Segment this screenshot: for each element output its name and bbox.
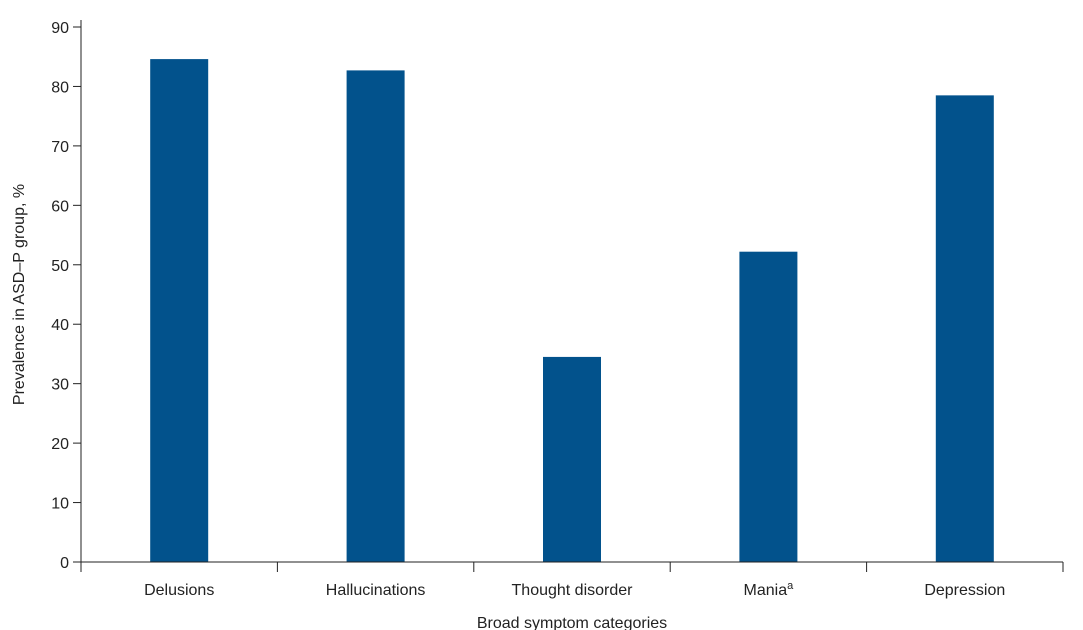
y-tick-label: 50	[51, 258, 69, 275]
y-tick-label: 60	[51, 198, 69, 215]
x-tick-label: Depression	[924, 582, 1005, 599]
bar	[543, 356, 601, 562]
y-ticks-group: 0 10 20 30 40 50 60 70 80 90	[51, 20, 81, 572]
x-tick-label: Thought disorder	[512, 582, 634, 599]
y-tick-label: 30	[51, 377, 69, 394]
bar	[739, 251, 798, 562]
y-tick-label: 10	[51, 496, 69, 513]
x-tick-label: Maniaa	[744, 580, 795, 599]
y-tick-label: 0	[60, 555, 69, 572]
bar	[150, 59, 209, 562]
x-ticks-group: Delusions Hallucinations Thought disorder M…	[80, 562, 1064, 599]
y-axis-title: Prevalence in ASD–P group, %	[11, 184, 28, 405]
y-tick-label: 20	[51, 436, 69, 453]
bar	[346, 70, 405, 563]
y-tick-label: 80	[51, 79, 69, 96]
y-tick-label: 90	[51, 20, 69, 37]
x-tick-label: Hallucinations	[326, 582, 426, 599]
bar	[935, 95, 994, 562]
y-tick-label: 70	[51, 139, 69, 156]
x-tick-label: Delusions	[144, 582, 214, 599]
x-tick-label-superscript: a	[787, 580, 794, 592]
x-axis-title: Broad symptom categories	[477, 615, 667, 630]
bars-group	[150, 59, 994, 563]
y-tick-label: 40	[51, 317, 69, 334]
